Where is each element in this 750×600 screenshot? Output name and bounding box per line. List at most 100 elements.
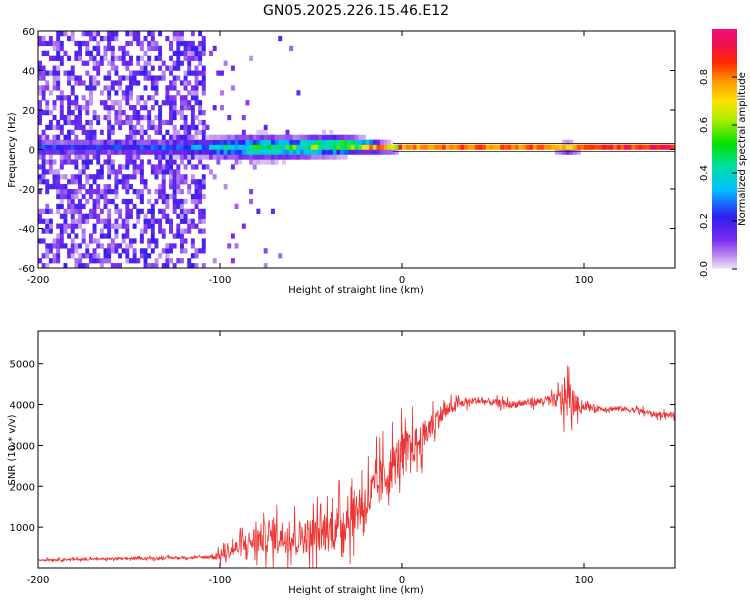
heat-cell — [150, 248, 155, 254]
heat-cell — [154, 218, 159, 224]
heat-cell — [190, 110, 195, 116]
heat-cell — [74, 124, 79, 131]
heat-cell — [580, 144, 585, 150]
heat-cell — [139, 228, 144, 234]
heat-cell — [158, 55, 163, 61]
heat-cell — [110, 31, 115, 37]
heat-cell — [496, 144, 501, 150]
spectrogram-x-label: Height of straight line (km) — [288, 285, 424, 296]
heat-cell — [136, 40, 141, 47]
heat-cell — [99, 144, 104, 150]
heat-cell — [125, 149, 130, 155]
heat-cell — [52, 70, 57, 76]
heat-cell — [81, 159, 86, 165]
heat-cell — [201, 144, 206, 150]
heat-cell — [48, 35, 53, 42]
heat-cell — [158, 139, 163, 145]
heat-cell — [121, 110, 126, 116]
heat-cell — [154, 75, 159, 81]
heat-cell — [220, 139, 224, 145]
y-tick-label: -60 — [19, 264, 35, 275]
heat-cell — [158, 124, 163, 131]
heat-cell — [67, 114, 72, 121]
heat-cell — [201, 174, 206, 180]
heat-cell — [576, 144, 581, 150]
heat-cell — [165, 218, 170, 224]
heat-cell — [143, 114, 148, 121]
heat-cell — [92, 149, 97, 155]
heat-cell — [88, 124, 93, 131]
heat-cell — [45, 100, 50, 106]
heat-cell — [136, 154, 141, 160]
heat-cell — [143, 248, 148, 254]
heat-cell — [85, 263, 90, 269]
heat-cell — [118, 253, 123, 259]
heat-cell — [74, 159, 79, 165]
heat-cell — [172, 203, 177, 210]
heat-cell — [154, 80, 159, 86]
heat-cell — [114, 203, 119, 210]
heat-cell — [136, 129, 141, 135]
heat-cell — [56, 189, 61, 195]
heat-cell — [179, 35, 184, 42]
heat-cell — [41, 40, 46, 47]
heat-cell — [52, 65, 57, 71]
heat-cell — [70, 110, 75, 116]
heat-cell — [671, 144, 676, 150]
heat-cell — [132, 124, 137, 131]
heat-cell — [161, 233, 166, 239]
heat-cell — [107, 243, 112, 249]
heat-cell — [114, 218, 119, 224]
heat-cell — [103, 85, 108, 91]
heat-cell — [139, 95, 144, 101]
heat-cell — [114, 70, 119, 76]
heat-cell — [103, 184, 108, 190]
heat-cell — [161, 174, 166, 180]
heat-cell — [45, 184, 50, 190]
heat-cell — [81, 169, 86, 175]
heat-cell — [329, 154, 334, 160]
heat-cell — [41, 208, 46, 214]
heat-cell — [573, 144, 578, 150]
heat-cell — [165, 100, 170, 106]
heat-cell — [81, 124, 86, 131]
heat-cell — [176, 90, 181, 96]
heat-cell — [38, 208, 42, 214]
heat-cell — [325, 154, 330, 160]
heat-cell — [172, 75, 177, 81]
heat-cell — [78, 218, 82, 224]
heat-cell — [485, 144, 490, 150]
heat-cell — [59, 114, 64, 121]
heat-cell — [292, 139, 297, 145]
heat-cell — [67, 198, 72, 205]
heat-cell — [103, 253, 108, 259]
heat-cell — [114, 80, 119, 86]
heat-cell — [281, 159, 286, 165]
heat-cell — [38, 213, 42, 219]
heat-cell — [154, 189, 159, 195]
heat-cell — [92, 144, 97, 150]
heat-cell — [67, 149, 72, 155]
heat-cell — [45, 85, 50, 91]
heat-cell — [147, 110, 152, 116]
heat-cell — [624, 144, 628, 150]
heat-cell — [41, 169, 46, 175]
heat-cell — [165, 198, 170, 205]
heat-cell — [241, 144, 246, 150]
heat-cell — [340, 134, 345, 140]
heat-cell — [74, 189, 79, 195]
heat-cell — [165, 149, 170, 155]
heat-cell — [201, 35, 206, 42]
heat-cell — [59, 139, 64, 145]
heat-cell — [96, 258, 101, 264]
heat-cell — [260, 149, 264, 155]
heat-cell — [289, 149, 294, 155]
heat-cell — [278, 35, 283, 42]
heat-cell — [296, 139, 301, 145]
heat-cell — [74, 40, 79, 47]
heat-cell — [129, 124, 133, 131]
heat-cell — [88, 119, 93, 126]
heat-cell — [99, 228, 104, 234]
heat-cell — [125, 119, 130, 126]
heat-cell — [56, 139, 61, 145]
